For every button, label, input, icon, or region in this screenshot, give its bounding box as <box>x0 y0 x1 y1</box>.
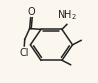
Text: NH$_2$: NH$_2$ <box>57 9 77 22</box>
Text: Cl: Cl <box>20 48 29 58</box>
Text: O: O <box>28 6 35 17</box>
